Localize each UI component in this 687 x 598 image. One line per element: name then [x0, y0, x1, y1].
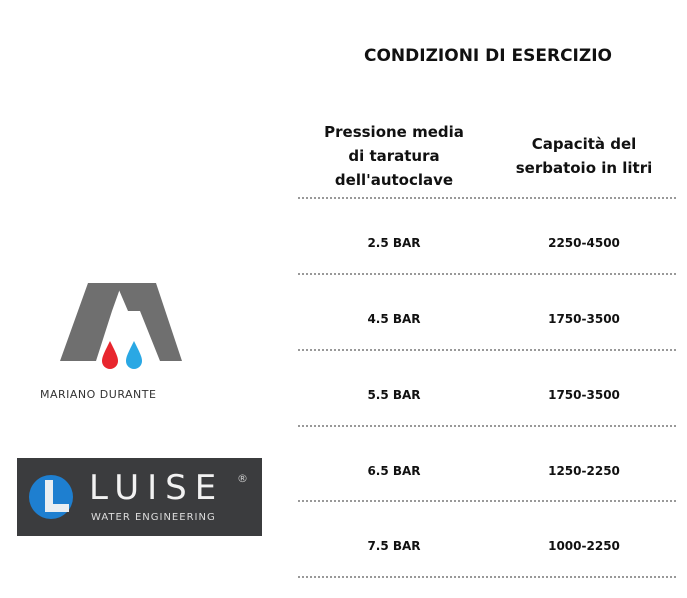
header-pressure: Pressione media di taratura dell'autocla…: [324, 123, 464, 189]
row-divider: [298, 273, 676, 275]
mariano-durante-logo: [60, 283, 182, 369]
cell-capacity: 1750-3500: [548, 312, 620, 326]
row-divider: [298, 576, 676, 578]
row-divider: [298, 197, 676, 199]
cell-pressure: 7.5 BAR: [367, 539, 421, 553]
luise-logo: LUISE ® WATER ENGINEERING: [17, 458, 262, 536]
luise-l-icon: [29, 475, 73, 519]
row-divider: [298, 500, 676, 502]
luise-tagline: WATER ENGINEERING: [91, 512, 216, 523]
cell-pressure: 6.5 BAR: [367, 464, 421, 478]
cell-capacity: 1250-2250: [548, 464, 620, 478]
cell-capacity: 1750-3500: [548, 388, 620, 402]
row-divider: [298, 425, 676, 427]
cell-pressure: 2.5 BAR: [367, 236, 421, 250]
page-title: CONDIZIONI DI ESERCIZIO: [364, 46, 612, 66]
row-divider: [298, 349, 676, 351]
luise-name: LUISE: [89, 468, 225, 508]
cell-pressure: 4.5 BAR: [367, 312, 421, 326]
cell-capacity: 1000-2250: [548, 539, 620, 553]
cell-capacity: 2250-4500: [548, 236, 620, 250]
mariano-durante-text: MARIANO DURANTE: [40, 388, 157, 401]
cell-pressure: 5.5 BAR: [367, 388, 421, 402]
registered-mark: ®: [237, 472, 248, 485]
header-capacity: Capacità del serbatoio in litri: [515, 135, 653, 177]
